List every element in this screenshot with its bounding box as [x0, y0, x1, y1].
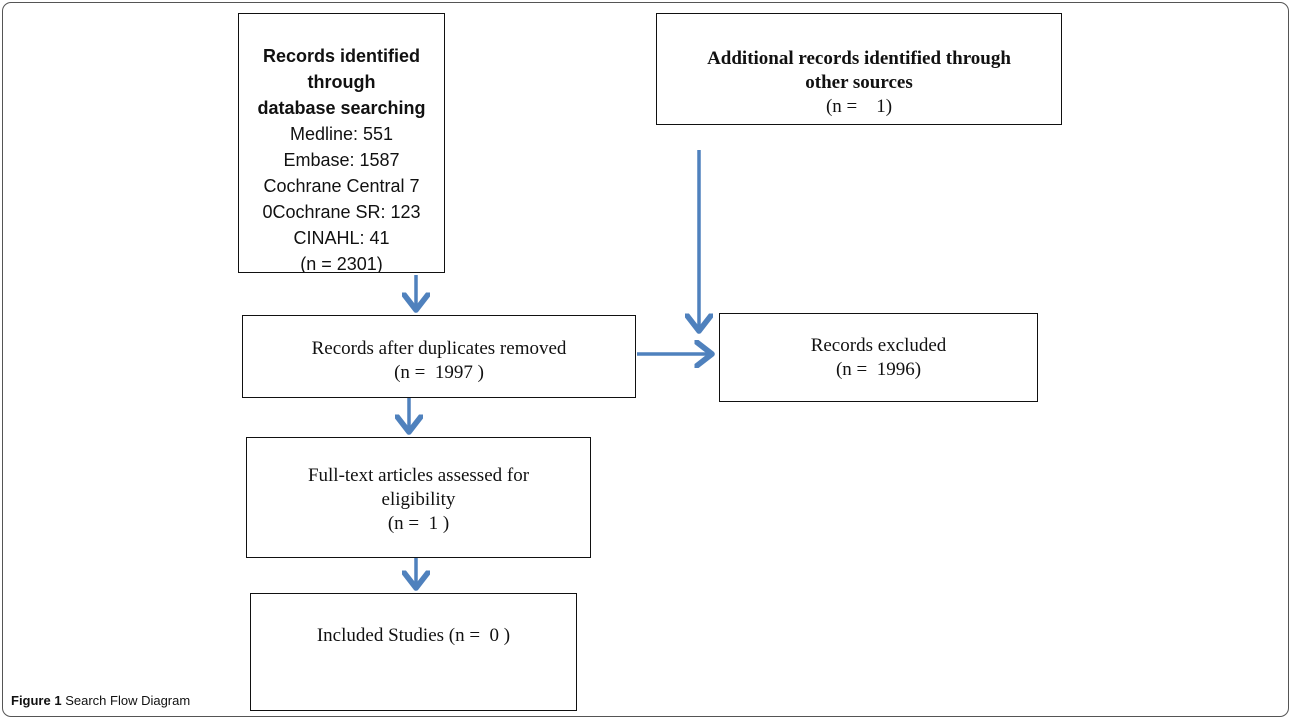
figure-caption: Figure 1 Search Flow Diagram	[11, 693, 190, 708]
full-text-box: Full-text articles assessed for eligibil…	[246, 437, 591, 558]
database-count-cinahl: CINAHL: 41	[293, 228, 390, 248]
duplicates-removed-label: Records after duplicates removed	[311, 338, 567, 359]
duplicates-removed-count: (n = 1997 )	[394, 362, 484, 383]
records-excluded-box: Records excluded (n = 1996)	[719, 313, 1038, 402]
full-text-label-line1: Full-text articles assessed for	[307, 465, 530, 486]
records-excluded-count: (n = 1996)	[835, 359, 922, 380]
other-sources-count: (n = 1)	[825, 96, 893, 117]
full-text-count: (n = 1 )	[387, 513, 450, 534]
database-records-box: Records identified through database sear…	[238, 13, 445, 273]
database-total: (n = 2301)	[300, 254, 383, 273]
database-heading-line2: database searching	[257, 98, 426, 118]
database-count-cochrane-central: Cochrane Central 7	[263, 176, 420, 196]
figure-label: Figure 1	[11, 693, 62, 708]
other-sources-heading-line1: Additional records identified through	[707, 48, 1011, 69]
included-studies-box: Included Studies (n = 0 )	[250, 593, 577, 711]
figure-title: Search Flow Diagram	[65, 693, 191, 708]
database-heading-line1: Records identified through	[262, 46, 421, 92]
other-sources-heading-line2: other sources	[805, 72, 913, 93]
duplicates-removed-box: Records after duplicates removed (n = 19…	[242, 315, 636, 398]
database-count-embase: Embase: 1587	[283, 150, 400, 170]
database-count-medline: Medline: 551	[289, 124, 394, 144]
other-sources-box: Additional records identified through ot…	[656, 13, 1062, 125]
database-count-cochrane-sr: 0Cochrane SR: 123	[262, 202, 421, 222]
full-text-label-line2: eligibility	[381, 489, 456, 510]
records-excluded-label: Records excluded	[810, 335, 947, 356]
included-studies-label: Included Studies (n = 0 )	[316, 625, 511, 646]
